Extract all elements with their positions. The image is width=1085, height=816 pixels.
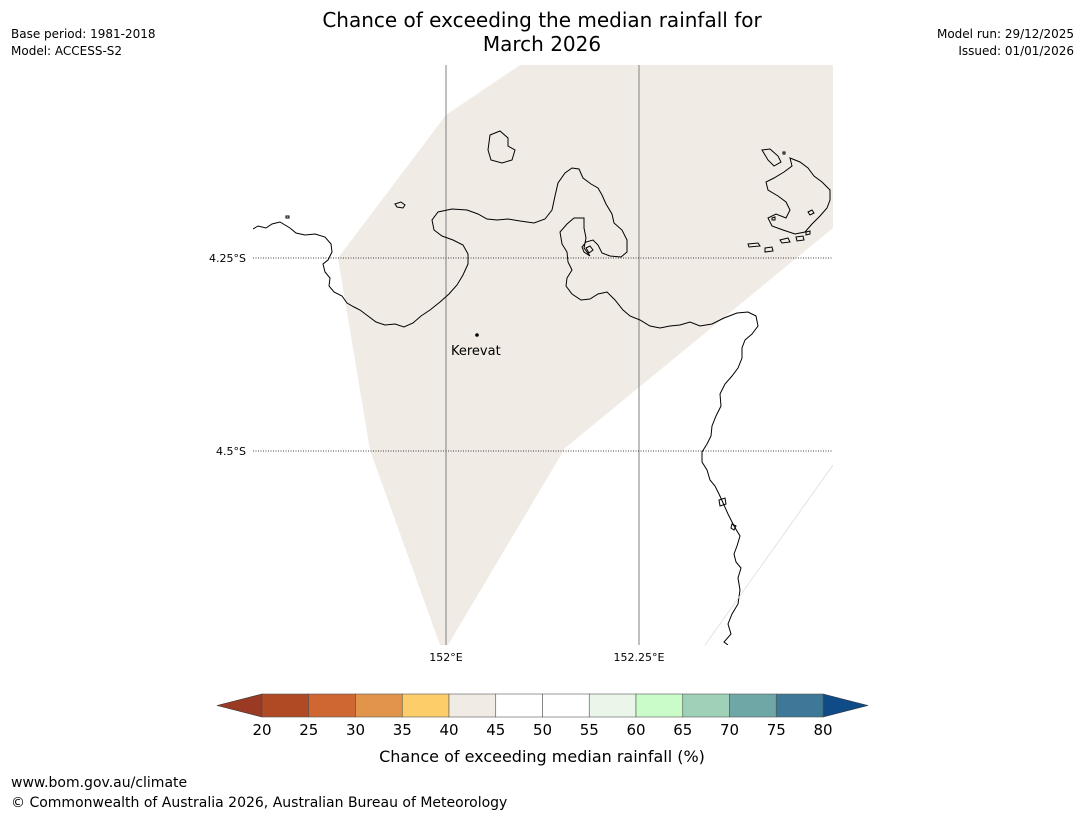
kerevat-label: Kerevat <box>451 344 501 359</box>
legend-tick-label: 40 <box>439 721 458 739</box>
legend-bin <box>682 693 730 718</box>
coastline-dot-west <box>285 215 290 219</box>
legend-bin <box>729 693 777 718</box>
legend-title: Chance of exceeding median rainfall (%) <box>379 747 705 766</box>
legend-bin <box>775 693 824 718</box>
legend-tick-label: 35 <box>393 721 412 739</box>
issued-label: Issued: 01/01/2026 <box>958 44 1074 58</box>
lon-label-152e: 152°E <box>429 651 462 664</box>
legend-tick-label: 60 <box>626 721 645 739</box>
coastline <box>253 130 831 645</box>
footer-copyright: © Commonwealth of Australia 2026, Austra… <box>11 795 508 811</box>
legend-tick-label: 75 <box>767 721 786 739</box>
legend-bin <box>261 693 310 718</box>
model-run-label: Model run: 29/12/2025 <box>936 27 1074 41</box>
legend-bin <box>308 693 356 718</box>
legend-bin <box>588 693 637 718</box>
model-label: Model: ACCESS-S2 <box>11 44 123 58</box>
legend-bin <box>635 693 684 718</box>
legend-tick-label: 45 <box>486 721 505 739</box>
map-area[interactable] <box>253 65 833 645</box>
legend-bin <box>448 693 497 718</box>
legend-bin <box>355 693 403 718</box>
legend-tick-label: 80 <box>813 721 832 739</box>
offshore-boundary <box>704 464 833 645</box>
map-title-line1: Chance of exceeding the median rainfall … <box>322 8 762 32</box>
legend-tick-label: 25 <box>299 721 318 739</box>
lat-label-4-25s: 4.25°S <box>209 252 246 265</box>
footer-url[interactable]: www.bom.gov.au/climate <box>11 775 188 791</box>
legend-tick-label: 70 <box>720 721 739 739</box>
legend-bin <box>542 693 590 718</box>
coastline-islet-north <box>487 130 516 164</box>
base-period-label: Base period: 1981-2018 <box>11 27 156 41</box>
coastline-inlet-islet <box>585 245 594 254</box>
coastline-duke-of-york <box>761 148 831 235</box>
legend-bin <box>401 693 450 718</box>
legend-tick-label: 30 <box>346 721 365 739</box>
map-title: Chance of exceeding the median rainfall … <box>242 8 842 56</box>
lon-label-152-25e: 152.25°E <box>614 651 665 664</box>
legend-tick-label: 65 <box>673 721 692 739</box>
legend-tick-label: 20 <box>252 721 271 739</box>
meta-right: Model run: 29/12/2025 Issued: 01/01/2026 <box>937 26 1074 60</box>
meta-left: Base period: 1981-2018 Model: ACCESS-S2 <box>11 26 156 60</box>
lat-label-4-5s: 4.5°S <box>216 445 246 458</box>
coastline-main <box>253 167 759 645</box>
legend-bin <box>495 693 543 718</box>
legend-under-arrow <box>216 693 263 718</box>
map-title-line2: March 2026 <box>482 32 602 56</box>
legend-colorbar: 20 25 30 35 40 45 50 55 60 65 70 75 80 <box>216 693 869 739</box>
coastline-islets-east <box>747 151 815 253</box>
legend-over-arrow <box>822 693 869 718</box>
legend-tick-label: 55 <box>580 721 599 739</box>
coastline-river-islet <box>718 497 737 531</box>
kerevat-marker <box>475 333 479 337</box>
legend-tick-label: 50 <box>533 721 552 739</box>
rainfall-category-region <box>338 65 833 645</box>
coastline-islet-small-west <box>394 201 406 209</box>
